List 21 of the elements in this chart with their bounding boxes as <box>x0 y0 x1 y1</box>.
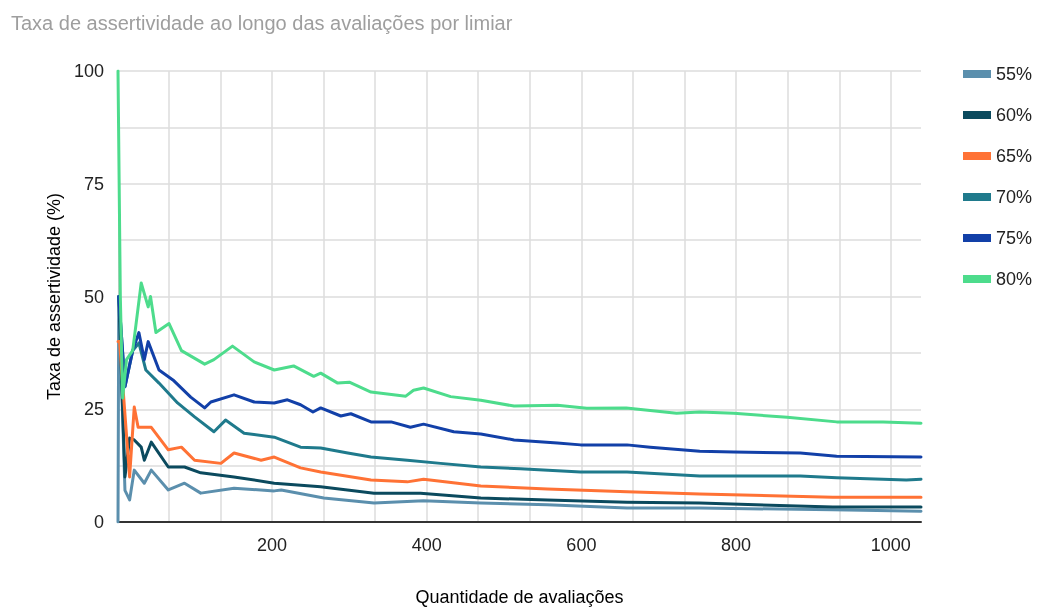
x-tick-label: 600 <box>566 535 597 555</box>
y-tick-label: 0 <box>93 512 104 532</box>
y-tick-label: 75 <box>83 173 104 194</box>
legend-label: 60% <box>995 105 1032 125</box>
x-tick-label: 200 <box>256 535 287 555</box>
x-axis-title: Quantidade de avaliações <box>415 587 624 607</box>
y-tick-label: 50 <box>83 286 104 307</box>
legend-label: 80% <box>995 269 1032 289</box>
line-series <box>116 340 923 499</box>
legend-label: 65% <box>995 146 1032 166</box>
chart-title: Taxa de assertividade ao longo das avaliações por limiar <box>11 12 513 34</box>
x-tick-label: 1000 <box>870 535 911 555</box>
legend-label: 70% <box>995 187 1032 207</box>
x-tick-label: 800 <box>721 535 752 555</box>
x-tick-label: 400 <box>411 535 442 555</box>
y-tick-label: 100 <box>73 61 104 81</box>
line-series <box>116 69 923 425</box>
legend-label: 55% <box>995 64 1032 84</box>
y-axis-title: Taxa de assertividade (%) <box>44 192 65 401</box>
y-tick-label: 25 <box>83 399 104 420</box>
legend-label: 75% <box>995 228 1032 248</box>
